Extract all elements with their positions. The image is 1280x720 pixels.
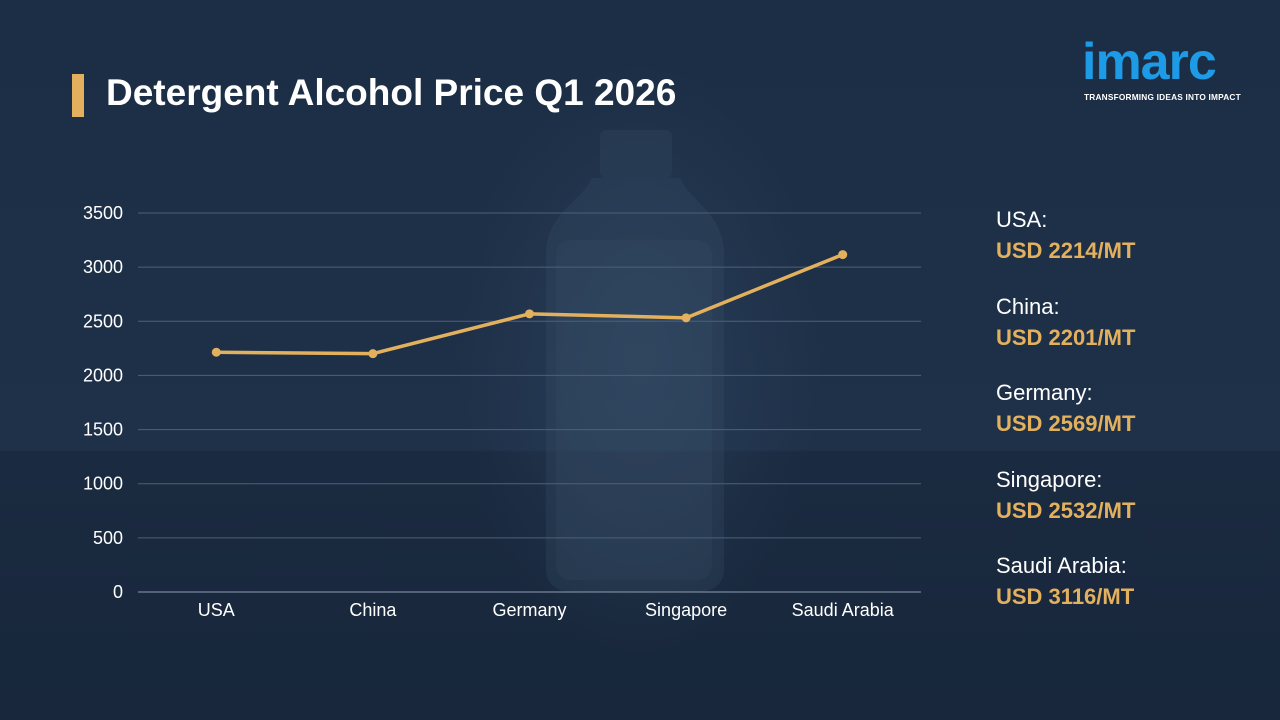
- legend-country: Germany:: [996, 380, 1093, 405]
- y-tick-label: 3500: [83, 203, 123, 223]
- y-tick-label: 2500: [83, 311, 123, 331]
- legend-price: USD 2532/MT: [996, 497, 1136, 523]
- y-tick-label: 3000: [83, 257, 123, 277]
- legend-price: USD 2214/MT: [996, 238, 1136, 263]
- y-tick-label: 500: [93, 528, 123, 548]
- x-tick-label: USA: [198, 600, 235, 620]
- data-point: [211, 347, 221, 357]
- price-legend: USA: USD 2214/MT China: USD 2201/MT Germ…: [996, 206, 1266, 639]
- legend-item-usa: USA: USD 2214/MT: [996, 206, 1266, 293]
- x-tick-label: Saudi Arabia: [792, 600, 895, 620]
- page-title: Detergent Alcohol Price Q1 2026: [106, 72, 677, 113]
- y-tick-label: 1000: [83, 474, 123, 494]
- legend-country: USA:: [996, 207, 1048, 232]
- legend-price: USD 2201/MT: [996, 324, 1136, 350]
- legend-country: China:: [996, 293, 1060, 319]
- legend-price: USD 3116/MT: [996, 584, 1135, 609]
- data-point: [525, 309, 534, 319]
- y-tick-label: 2000: [83, 365, 123, 385]
- data-point: [681, 313, 691, 323]
- x-tick-label: Germany: [492, 600, 566, 620]
- legend-item-singapore: Singapore: USD 2532/MT: [996, 466, 1266, 553]
- legend-item-germany: Germany: USD 2569/MT: [996, 379, 1266, 466]
- title-accent-bar: [72, 74, 84, 117]
- legend-price: USD 2569/MT: [996, 411, 1136, 436]
- x-tick-label: China: [349, 600, 397, 620]
- y-tick-label: 1500: [83, 420, 123, 440]
- logo-wordmark: imarc: [1082, 33, 1217, 91]
- data-point: [838, 250, 848, 260]
- imarc-logo: imarc TRANSFORMING IDEAS INTO IMPACT: [1078, 30, 1258, 105]
- legend-country: Singapore:: [996, 466, 1103, 492]
- logo-tagline: TRANSFORMING IDEAS INTO IMPACT: [1084, 92, 1241, 102]
- series-line: [214, 252, 845, 356]
- legend-item-saudi-arabia: Saudi Arabia: USD 3116/MT: [996, 552, 1266, 639]
- y-tick-label: 0: [113, 582, 123, 602]
- x-tick-label: Singapore: [645, 600, 727, 620]
- legend-item-china: China: USD 2201/MT: [996, 293, 1266, 380]
- data-point: [368, 349, 378, 359]
- legend-country: Saudi Arabia:: [996, 553, 1127, 578]
